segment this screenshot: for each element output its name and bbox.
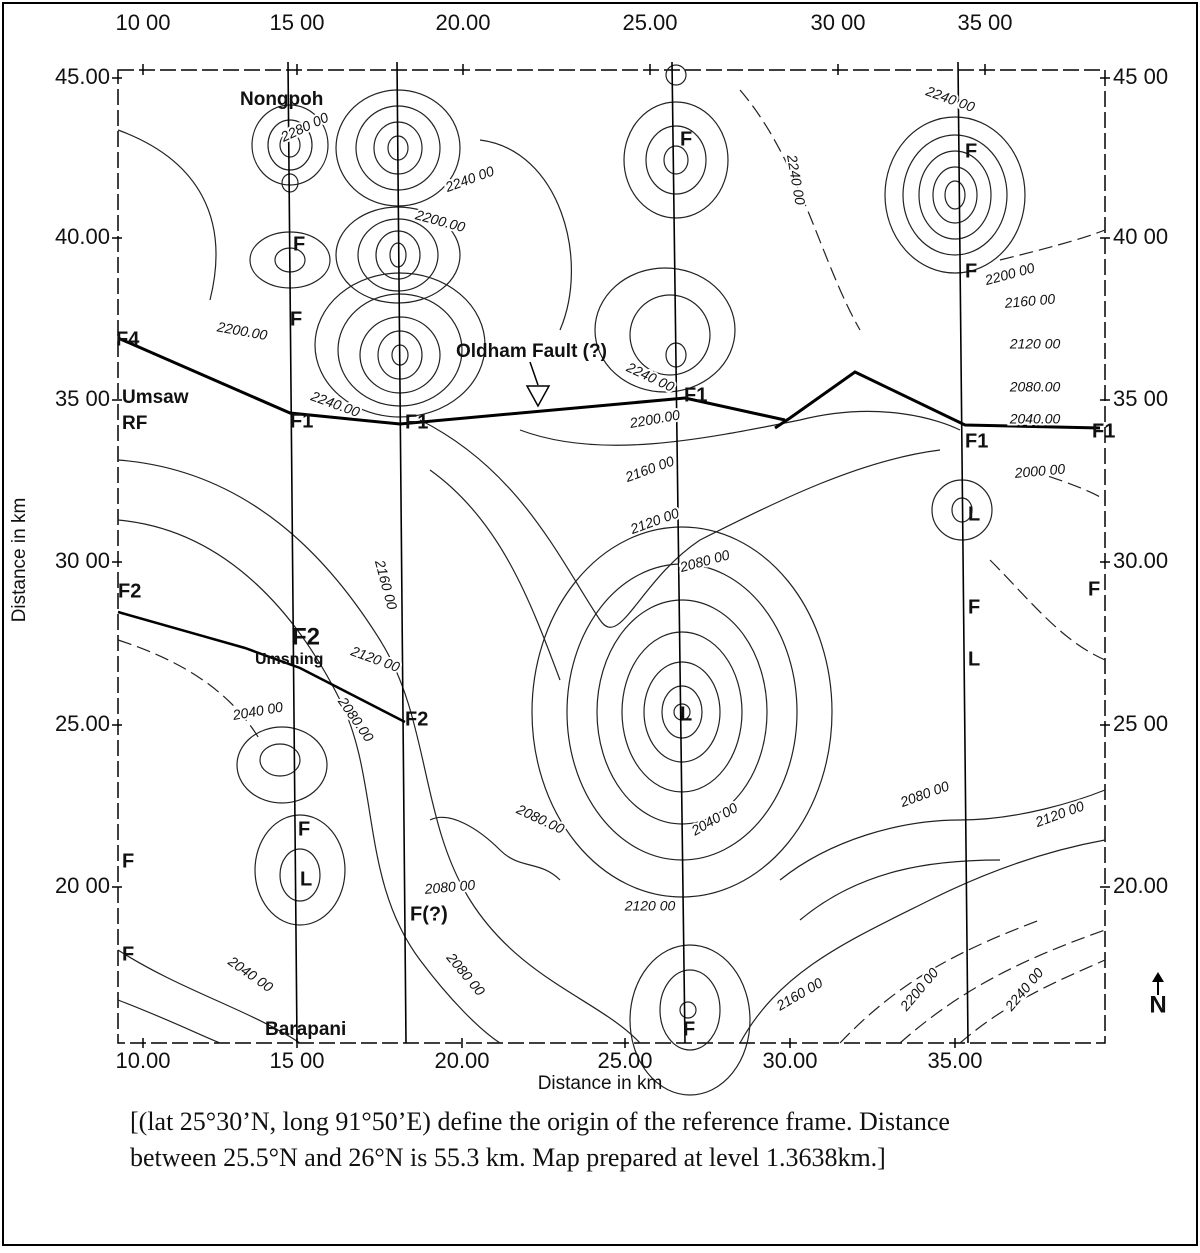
contour-label: 2160 00 [622, 453, 676, 486]
contour-label: 2080.00 [334, 693, 377, 745]
fault-label: F1 [1092, 420, 1115, 442]
y-tick-label: 30.00 [1113, 548, 1168, 573]
caption-line: between 25.5°N and 26°N is 55.3 km. Map … [130, 1143, 886, 1172]
fault-label: F2 [292, 623, 320, 650]
contour-label: 2080 00 [423, 877, 476, 897]
fault-label: F [293, 233, 305, 255]
place-label: Nongpoh [240, 89, 323, 110]
x-tick-label: 15 00 [269, 1048, 324, 1073]
fault-label: F(?) [410, 903, 448, 925]
y-tick-label: 35 00 [55, 386, 110, 411]
contour-label: 2240 00 [442, 163, 496, 196]
fault-label: F [680, 128, 692, 150]
contour-label: 2080.00 [1009, 379, 1061, 395]
contour-label: 2000 00 [1013, 461, 1066, 481]
y-axis-label: Distance in km [9, 498, 30, 623]
contour-label: 2200.00 [627, 406, 681, 431]
x-tick-label: 10.00 [115, 1048, 170, 1073]
fault-label: F [965, 260, 977, 282]
contour-label: 2240 00 [923, 82, 977, 115]
x-tick-label: 25.00 [597, 1048, 652, 1073]
fault-label: F [298, 818, 310, 840]
fault-label: L [968, 648, 980, 670]
contour-label: 2120 00 [627, 505, 681, 538]
contour-label: 2080 00 [443, 949, 489, 999]
fault-label: F2 [405, 708, 428, 730]
fault-label: F4 [116, 328, 140, 350]
contour-label: 2040 00 [230, 698, 284, 723]
contour-label: 2200.00 [215, 318, 269, 343]
contour-label: 2200 00 [896, 964, 942, 1014]
fault-label: F [968, 596, 980, 618]
y-tick-label: 25 00 [1113, 711, 1168, 736]
y-tick-label: 45.00 [55, 64, 110, 89]
caption-line: [(lat 25°30’N, long 91°50’E) define the … [130, 1107, 950, 1136]
contour-label: 2040 00 [688, 799, 741, 839]
x-tick-label: 35.00 [927, 1048, 982, 1073]
fault-label: L [968, 503, 980, 525]
place-label: Barapani [265, 1019, 346, 1040]
place-label: Oldham Fault (?) [456, 341, 607, 362]
fault-label: F [683, 1018, 695, 1040]
fault-label: F1 [684, 384, 707, 406]
profile-lines [287, 61, 969, 1044]
fault-lines [117, 336, 1101, 724]
fault-label: L [680, 703, 692, 725]
x-axis-label: Distance in km [538, 1073, 663, 1094]
contour-label: 2200.00 [413, 206, 467, 235]
x-tick-label: 15 00 [269, 10, 324, 35]
x-tick-label: 20.00 [434, 1048, 489, 1073]
contour-label: 2080.00 [513, 800, 567, 836]
y-tick-label: 40 00 [1113, 224, 1168, 249]
contour-label: 2120 00 [1032, 798, 1086, 831]
x-tick-label: 20.00 [435, 10, 490, 35]
fault-label: F1 [965, 430, 988, 452]
x-tick-label: 35 00 [957, 10, 1012, 35]
x-tick-label: 10 00 [115, 10, 170, 35]
x-tick-label: 30 00 [810, 10, 865, 35]
contour-label: 2160 00 [1003, 291, 1056, 311]
y-tick-label: 40.00 [55, 224, 110, 249]
y-tick-label: 20 00 [55, 873, 110, 898]
place-label: Umsning [255, 651, 323, 668]
contour-label: 2120 00 [1009, 336, 1061, 352]
place-label: Umsaw [122, 387, 189, 408]
y-tick-label: 30 00 [55, 548, 110, 573]
y-tick-label: 35 00 [1113, 386, 1168, 411]
fault-label: F1 [290, 410, 313, 432]
fault-label: F [1088, 578, 1100, 600]
fault-label: F [122, 850, 134, 872]
contour-label: 2240 00 [1001, 964, 1047, 1014]
contour-label: 2040.00 [1009, 411, 1061, 427]
fault-label: F1 [405, 411, 428, 433]
fault-label: L [300, 868, 312, 890]
contour-label: 2240 00 [784, 152, 809, 206]
fault-label: F [290, 308, 302, 330]
north-arrow [1152, 972, 1164, 995]
contours [117, 64, 1106, 1096]
map-frame [117, 69, 1106, 1044]
place-label: RF [122, 413, 147, 434]
y-tick-label: 45 00 [1113, 64, 1168, 89]
fault-label: F [122, 943, 134, 965]
x-tick-label: 30.00 [762, 1048, 817, 1073]
y-tick-label: 25.00 [55, 711, 110, 736]
y-tick-label: 20.00 [1113, 873, 1168, 898]
north-label: N [1149, 991, 1166, 1018]
oldham-marker [525, 361, 551, 408]
contour-label: 2160 00 [773, 974, 826, 1014]
contour-label: 2280 00 [277, 109, 331, 145]
contour-label: 2080 00 [897, 778, 951, 811]
x-tick-label: 25.00 [622, 10, 677, 35]
fault-label: F [965, 140, 977, 162]
fault-label: F2 [118, 580, 141, 602]
contour-label: 2040 00 [225, 952, 277, 995]
contour-label: 2200 00 [982, 259, 1036, 288]
contour-label: 2160 00 [372, 557, 401, 611]
contour-label: 2120 00 [348, 642, 402, 675]
contour-label: 2120 00 [624, 898, 676, 914]
